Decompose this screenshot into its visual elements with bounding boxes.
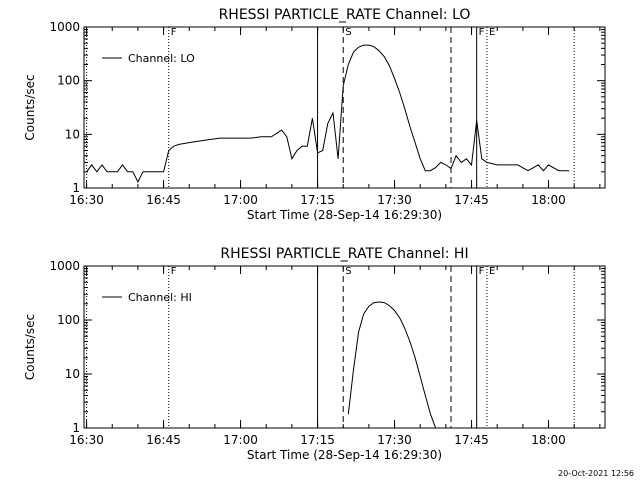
x-tick-label: 17:15 [300,433,335,447]
x-axis-label: Start Time (28-Sep-14 16:29:30) [247,448,442,462]
y-tick-label: 1 [72,181,80,195]
y-tick-label: 100 [57,313,80,327]
y-tick-label: 1000 [49,20,80,34]
x-tick-label: 17:30 [377,433,412,447]
plot-frame [83,26,606,189]
x-axis-label: Start Time (28-Sep-14 16:29:30) [247,208,442,222]
y-tick-label: 1000 [49,259,80,273]
y-tick-label: 10 [65,127,80,141]
legend-entry: Channel: HI [128,291,192,304]
event-marker-label: E [489,266,495,277]
x-tick-label: 16:30 [69,433,104,447]
legend-entry: Channel: LO [128,52,195,65]
chart-title: RHESSI PARTICLE_RATE Channel: LO [219,7,471,23]
footer-date: 20-Oct-2021 12:56 [558,469,634,478]
event-marker-label: E [489,27,495,38]
plot-frame [83,265,606,429]
chart-title: RHESSI PARTICLE_RATE Channel: HI [220,246,468,262]
x-tick-label: 17:00 [223,433,258,447]
event-marker-label: S [345,27,351,38]
y-tick-label: 10 [65,367,80,381]
x-tick-label: 17:45 [454,433,489,447]
chart-panel-hi: RHESSI PARTICLE_RATE Channel: HI Counts/s… [23,246,606,462]
y-axis-label: Counts/sec [23,74,37,140]
y-axis-label: Counts/sec [23,314,37,380]
x-tick-label: 17:15 [300,193,335,207]
y-tick-label: 1 [72,421,80,435]
chart-panel-lo: RHESSI PARTICLE_RATE Channel: LO Counts/s… [23,7,606,222]
series-line-hi [347,301,437,428]
event-marker-label: S [345,266,351,277]
event-marker-label: F [479,266,485,277]
event-marker-label: F [171,266,177,277]
series-line-lo [86,44,570,184]
event-marker-label: F [171,27,177,38]
x-tick-label: 17:30 [377,193,412,207]
x-tick-label: 17:45 [454,193,489,207]
y-tick-label: 100 [57,74,80,88]
x-tick-label: 16:30 [69,193,104,207]
event-marker-label: F [479,27,485,38]
x-tick-label: 16:45 [146,193,181,207]
x-tick-label: 17:00 [223,193,258,207]
x-tick-label: 18:00 [531,193,566,207]
x-tick-label: 16:45 [146,433,181,447]
x-tick-label: 18:00 [531,433,566,447]
